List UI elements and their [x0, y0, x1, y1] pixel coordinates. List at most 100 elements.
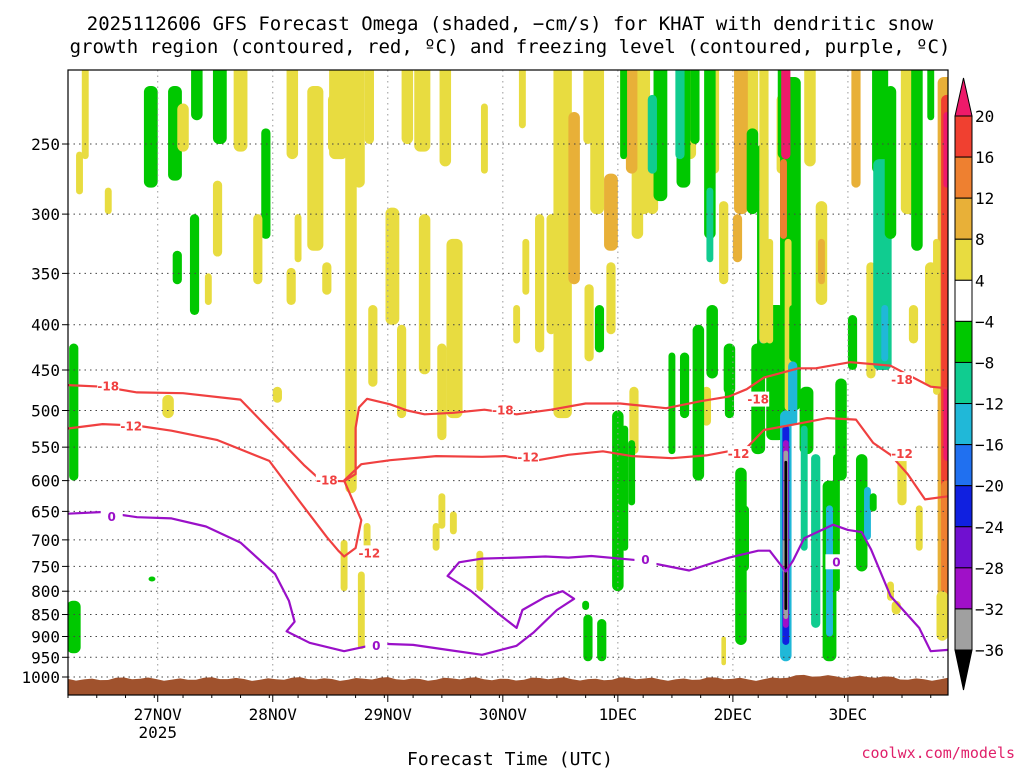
colorbar-swatch [954, 526, 973, 569]
omega-cell [734, 70, 748, 215]
omega-cell [847, 314, 858, 370]
colorbar-label: 12 [975, 189, 994, 208]
omega-cell [759, 70, 769, 344]
dgz-contour-label: -18 [747, 393, 769, 407]
y-tick-label: 550 [31, 438, 60, 457]
colorbar-swatch [954, 115, 973, 158]
x-tick-label: 3DEC [829, 705, 868, 724]
omega-cell [340, 539, 348, 592]
colorbar-swatch [954, 156, 973, 199]
omega-cell [826, 505, 833, 637]
omega-cell [253, 214, 263, 285]
omega-cell [233, 70, 248, 152]
omega-cell [162, 394, 174, 419]
x-tick-sublabel: 2025 [138, 723, 177, 742]
omega-cell [620, 70, 628, 160]
omega-cell [327, 94, 338, 152]
y-tick-label: 1000 [21, 668, 60, 687]
omega-cell [936, 591, 948, 641]
colorbar-swatch [954, 320, 973, 363]
y-tick-label: 300 [31, 205, 60, 224]
freezing-level-contour-label-bg [100, 509, 123, 525]
freezing-level-contour-label: 0 [641, 553, 649, 567]
y-tick-label: 250 [31, 135, 60, 154]
omega-shading [68, 70, 948, 666]
omega-cell [789, 304, 797, 362]
x-tick-label: 27NOV [134, 705, 183, 724]
omega-cell [449, 511, 457, 535]
omega-cell [629, 386, 639, 455]
dgz-contour-label-bg [120, 418, 143, 434]
y-tick-label: 350 [31, 264, 60, 283]
x-tick-label: 30NOV [479, 705, 528, 724]
colorbar-label: 8 [975, 230, 985, 249]
omega-cell [818, 238, 825, 285]
colorbar-swatch [954, 485, 973, 528]
omega-cell [746, 128, 759, 215]
omega-cell [933, 238, 940, 395]
omega-cell [897, 454, 907, 506]
title-line-1: 2025112606 GFS Forecast Omega (shaded, −… [87, 13, 934, 35]
omega-cell [294, 214, 302, 263]
omega-cell [780, 159, 787, 239]
omega-cell [286, 267, 296, 305]
omega-cell [272, 386, 282, 403]
omega-cell [143, 86, 158, 188]
omega-cell [401, 70, 414, 145]
colorbar-label: 20 [975, 107, 994, 126]
omega-cell [887, 581, 894, 601]
omega-cell [706, 187, 714, 263]
y-tick-label: 400 [31, 316, 60, 335]
omega-cell [653, 70, 668, 202]
colorbar-label: −28 [975, 559, 1004, 578]
omega-cell [782, 539, 785, 572]
dgz-contour [68, 361, 948, 483]
terrain [68, 674, 948, 695]
grid [68, 70, 948, 695]
omega-cell [631, 151, 644, 239]
dgz-contour [68, 417, 948, 558]
colorbar-label: −12 [975, 395, 1004, 414]
omega-cell [446, 238, 463, 419]
omega-cell [583, 614, 593, 662]
omega-cell [439, 70, 452, 167]
freezing-level-contour-label-bg [825, 554, 848, 570]
colorbar-label: −36 [975, 641, 1004, 660]
dgz-contour-label: -18 [316, 474, 338, 488]
omega-cell [363, 523, 371, 551]
omega-cell [286, 70, 299, 160]
omega-cell [881, 304, 889, 362]
omega-cell [368, 304, 378, 387]
omega-cell [739, 505, 749, 572]
omega-cell [597, 619, 607, 662]
omega-cell [480, 103, 488, 174]
omega-cell [668, 352, 676, 455]
dgz-contour-label: -12 [517, 450, 539, 464]
omega-cell [719, 201, 729, 285]
omega-cell [172, 250, 182, 285]
omega-cell [943, 386, 948, 461]
omega-cell [628, 440, 636, 506]
omega-cell [76, 151, 83, 195]
omega-cell [675, 70, 685, 160]
dgz-contour-label-bg [97, 378, 120, 394]
y-tick-label: 850 [31, 606, 60, 625]
omega-cell [476, 550, 484, 592]
omega-cell [437, 343, 447, 441]
omega-cell [522, 238, 530, 295]
omega-cell [348, 128, 354, 455]
colorbar-label: −4 [975, 312, 994, 331]
omega-cell [584, 284, 594, 362]
plot-frame [67, 69, 949, 696]
omega-cell [647, 94, 657, 174]
omega-cell [884, 86, 897, 239]
freezing-level-contour-label: 0 [372, 639, 380, 653]
omega-cell [732, 214, 743, 263]
omega-cell [307, 86, 324, 251]
omega-cell [690, 70, 700, 145]
omega-cell [432, 523, 440, 551]
omega-cell [625, 70, 638, 174]
omega-cell [723, 343, 736, 395]
omega-cell [908, 304, 919, 344]
